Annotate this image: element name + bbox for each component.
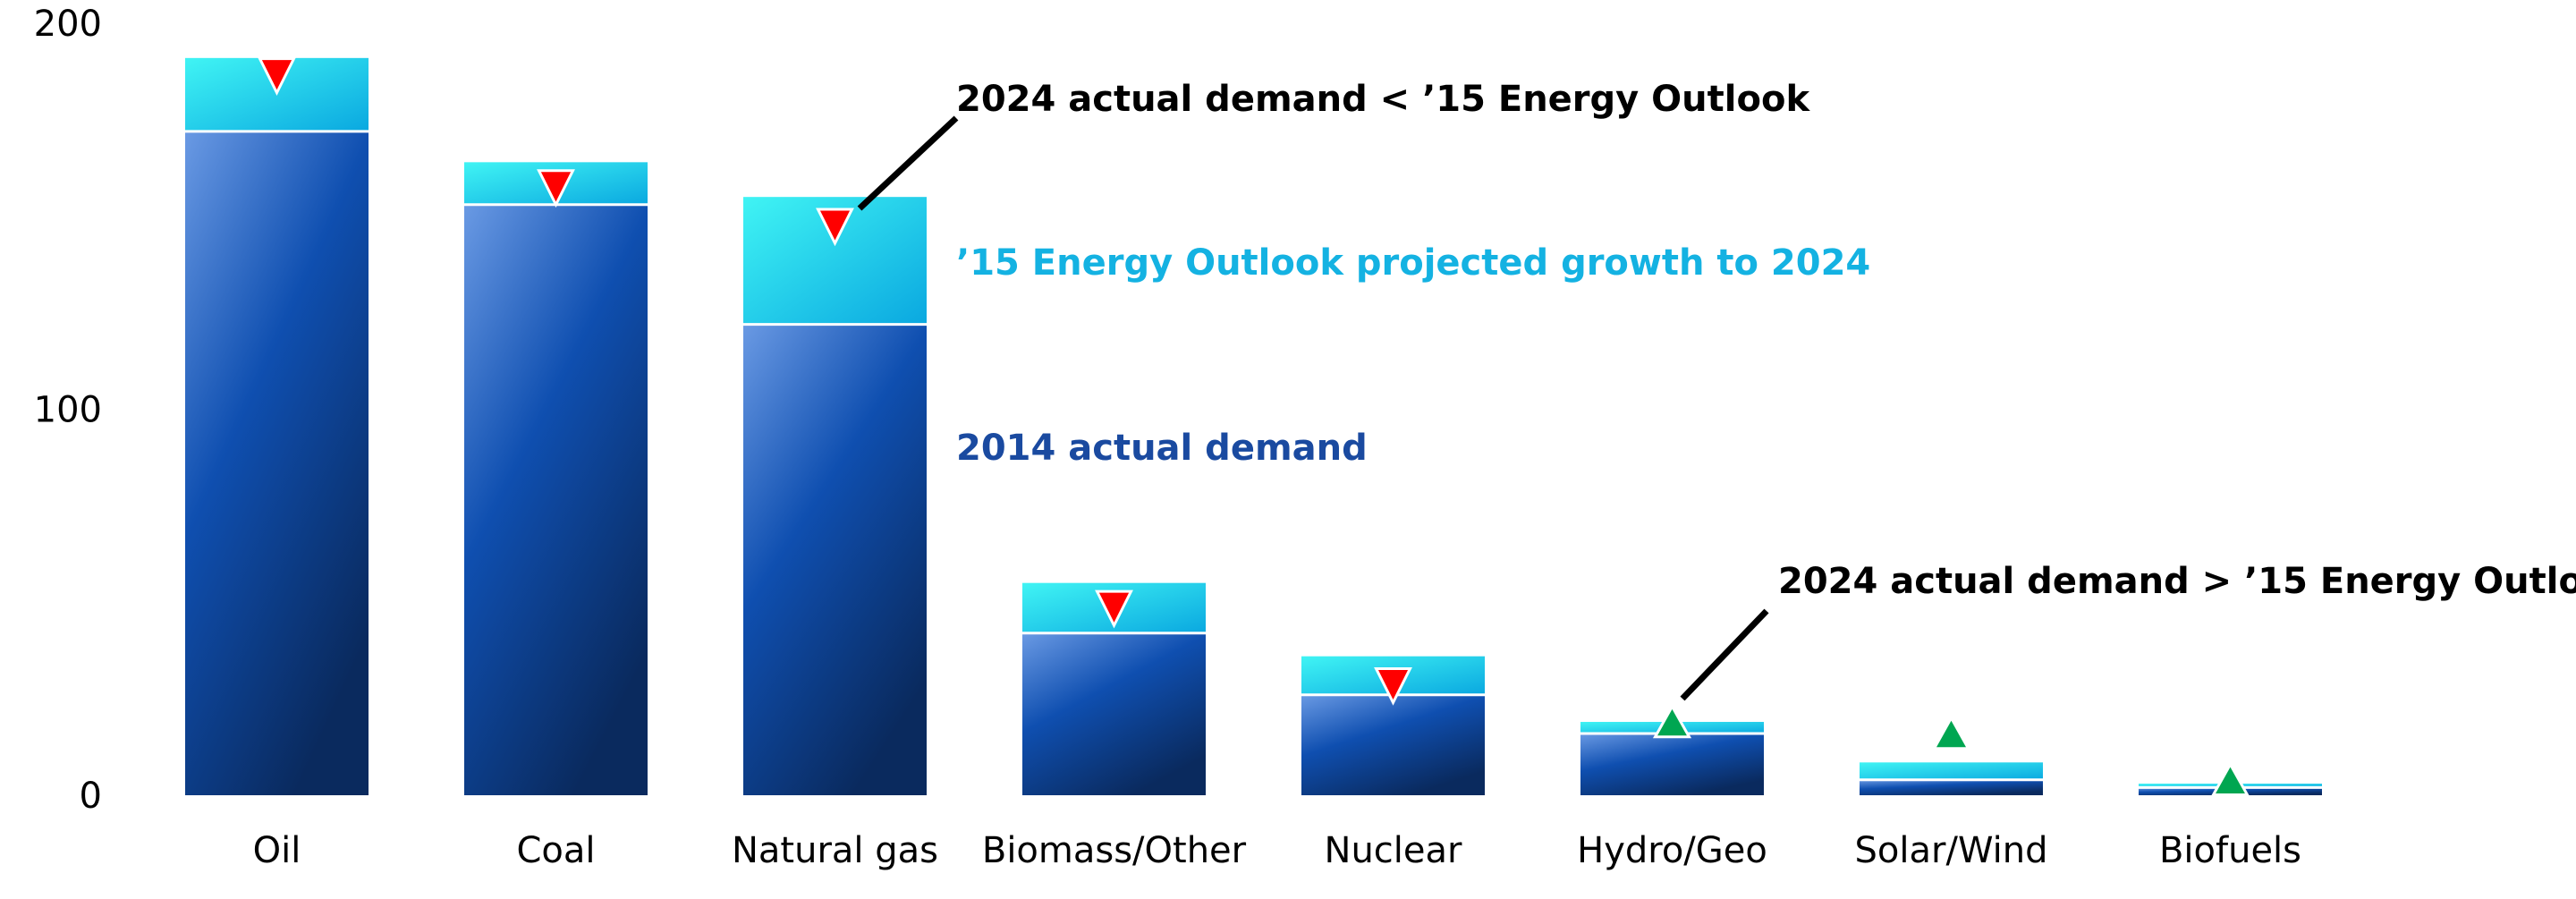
bar-2014-demand — [464, 204, 648, 795]
bar-2014-demand — [1860, 779, 2043, 795]
bar-2014-demand — [743, 324, 927, 795]
bar-2014-demand — [1301, 694, 1485, 795]
category-label: Nuclear — [1325, 830, 1463, 871]
bar-2014-demand — [185, 131, 369, 795]
up-triangle-icon — [2210, 761, 2250, 796]
leader-line-above — [1680, 608, 1769, 701]
leader-line-below — [857, 115, 959, 211]
y-tick-label: 100 — [34, 390, 102, 431]
bar-projected-growth — [1860, 762, 2043, 780]
category-label: Biomass/Other — [982, 830, 1247, 871]
down-triangle-icon — [1374, 666, 1412, 706]
down-triangle-icon — [258, 57, 296, 97]
down-triangle-icon — [1095, 589, 1133, 629]
annotation-base-label: 2014 actual demand — [956, 428, 1368, 469]
down-triangle-icon — [537, 169, 575, 208]
y-tick-label: 0 — [80, 776, 102, 817]
category-label: Coal — [516, 830, 595, 871]
category-label: Oil — [253, 830, 301, 871]
up-triangle-icon — [1931, 715, 1971, 751]
y-tick-label: 200 — [34, 4, 102, 45]
bar-2014-demand — [1580, 733, 1764, 795]
annotation-below-outlook: 2024 actual demand < ’15 Energy Outlook — [956, 79, 1810, 120]
category-label: Hydro/Geo — [1577, 830, 1767, 871]
annotation-growth-label: ’15 Energy Outlook projected growth to 2… — [956, 242, 1870, 284]
annotation-above-outlook: 2024 actual demand > ’15 Energy Outlook — [1778, 561, 2576, 602]
bar-2014-demand — [1022, 632, 1206, 795]
category-label: Biofuels — [2159, 830, 2301, 871]
category-label: Natural gas — [732, 830, 938, 871]
down-triangle-icon — [816, 208, 854, 247]
category-label: Solar/Wind — [1855, 830, 2048, 871]
up-triangle-icon — [1652, 703, 1692, 739]
